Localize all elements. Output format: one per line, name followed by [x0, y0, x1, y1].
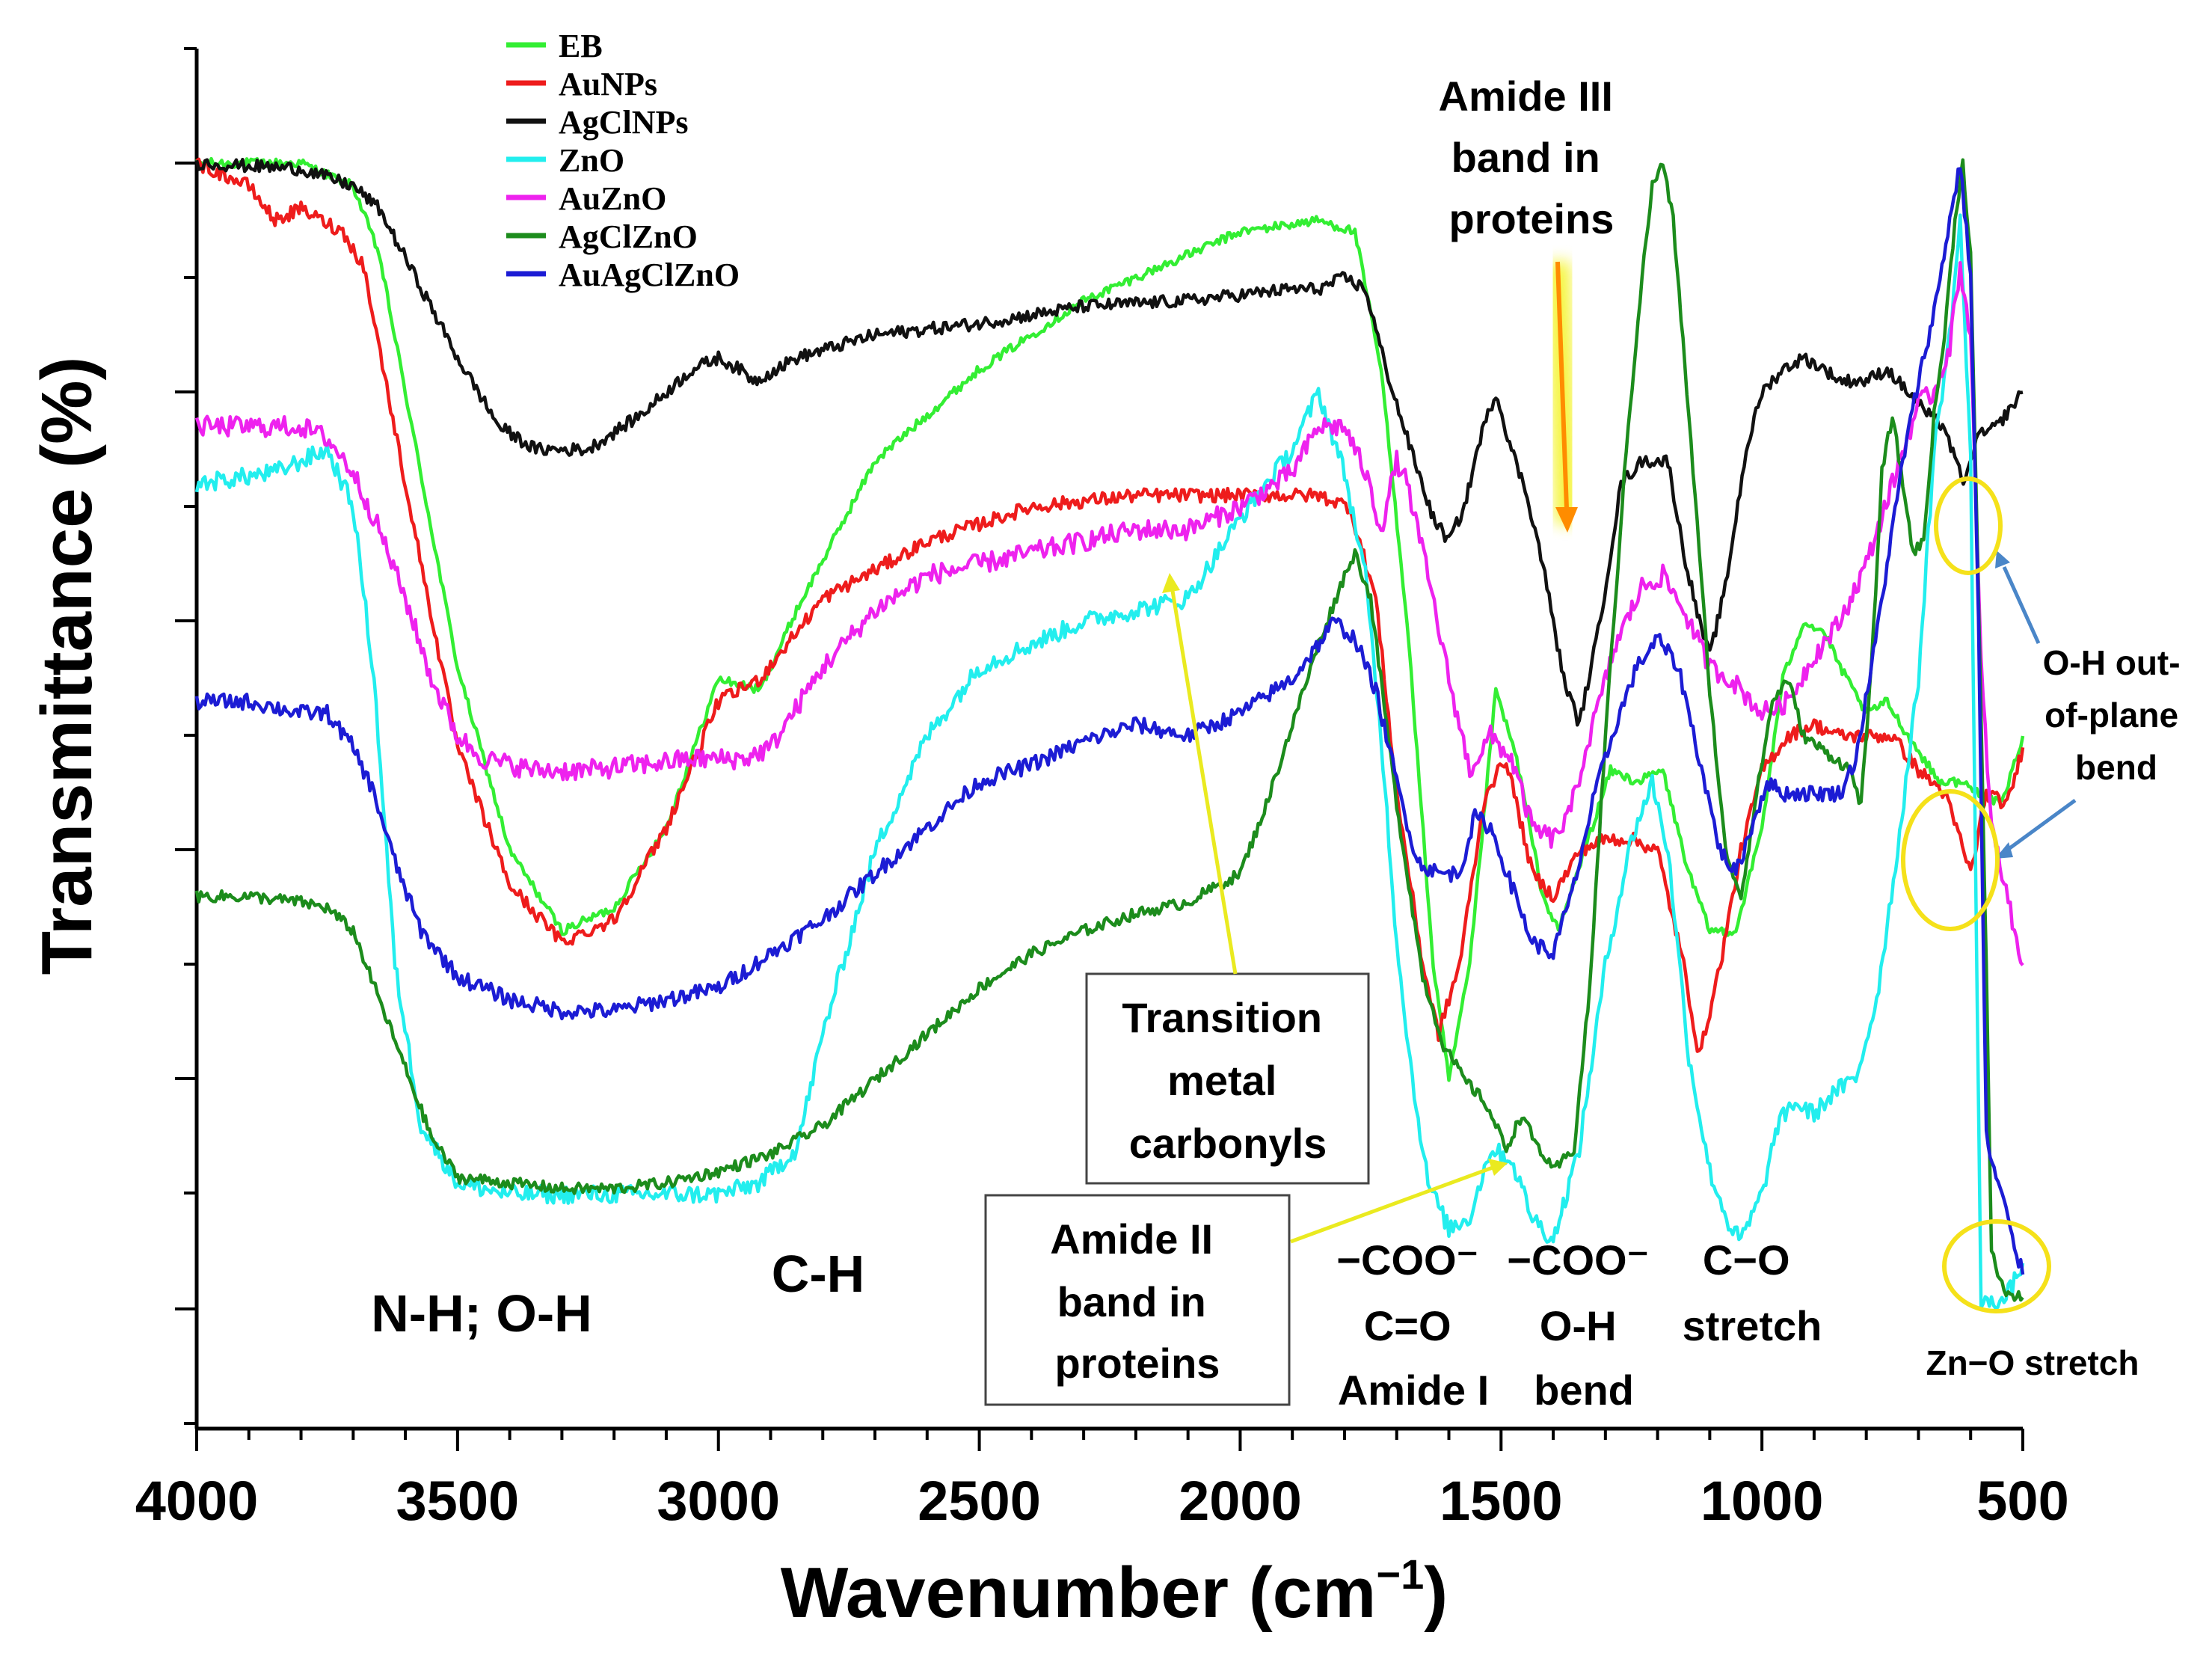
amide-ii-arrowhead — [1488, 1159, 1508, 1176]
label-ch: C-H — [772, 1245, 864, 1303]
label-zno-stretch: Zn−O stretch — [1926, 1343, 2139, 1382]
x-tick-label: 500 — [1976, 1470, 2068, 1532]
series-line-agclzno — [194, 158, 2024, 1302]
legend-label-auzno: AuZnO — [559, 180, 666, 217]
highlight-circle-zno — [1942, 1219, 2051, 1313]
amide-ii-arrow — [1290, 1165, 1493, 1244]
series-layer — [194, 156, 2025, 1310]
legend-label-zno: ZnO — [559, 142, 624, 179]
x-tick-label: 1500 — [1440, 1470, 1563, 1532]
amide-iii-arrowhead — [1555, 507, 1578, 533]
label-co-stretch: C−O stretch — [1683, 1236, 1822, 1349]
legend-label-auagclzno: AuAgClZnO — [559, 257, 740, 293]
oh-oop-arrowhead-bottom — [1995, 842, 2013, 859]
x-tick-label: 2500 — [918, 1470, 1041, 1532]
x-axis-title-main: Wavenumber (cm — [781, 1553, 1377, 1633]
label-coo-oh-bend: −COO⁻ O-H bend — [1507, 1236, 1660, 1414]
x-tick-label: 4000 — [135, 1470, 259, 1532]
x-tick-label: 2000 — [1179, 1470, 1302, 1532]
x-axis-title-close: ) — [1424, 1553, 1448, 1633]
series-line-aunps — [195, 157, 2025, 1053]
oh-oop-arrow-bottom — [2004, 798, 2077, 853]
legend-label-aunps: AuNPs — [559, 66, 657, 102]
x-axis-ticks: 4000 3500 3000 2500 2000 1500 1000 500 — [135, 1429, 2069, 1532]
label-amide-iii: Amide III band in proteins — [1439, 73, 1625, 242]
legend-label-agclnps: AgClNPs — [559, 104, 689, 141]
annotation-box-amide-ii — [984, 1194, 1291, 1406]
series-line-auzno — [194, 261, 2024, 966]
label-tmc: Transition metal carbonyls — [1122, 994, 1333, 1167]
label-amide-ii: Amide II band in proteins — [1050, 1215, 1224, 1387]
y-axis-ticks — [175, 47, 197, 1425]
annotation-box-tmc — [1085, 972, 1370, 1185]
legend-label-agclzno: AgClZnO — [559, 218, 698, 255]
series-line-eb — [195, 156, 2025, 1082]
x-tick-label: 3500 — [396, 1470, 520, 1532]
series-line-agclnps — [194, 157, 2024, 727]
label-oh-out-of-plane: O-H out- of-plane bend — [2043, 643, 2190, 787]
legend-label-eb: EB — [559, 28, 603, 64]
tmc-arrowhead — [1162, 573, 1180, 593]
series-line-zno — [194, 213, 2025, 1310]
x-axis-title: Wavenumber (cm−1) — [781, 1551, 1448, 1633]
y-axis-title: Transmittance (%) — [27, 357, 107, 975]
oh-oop-arrowhead-top — [1995, 551, 2010, 568]
x-tick-label: 3000 — [657, 1470, 780, 1532]
oh-oop-arrow-top — [2002, 565, 2041, 645]
amide-iii-arrow — [1555, 261, 1569, 509]
tmc-arrow — [1170, 590, 1238, 975]
series-line-auagclzno — [194, 167, 2025, 1275]
x-tick-label: 1000 — [1701, 1470, 1824, 1532]
highlight-circle-oh-bottom — [1901, 789, 2000, 931]
x-axis-title-sup: −1 — [1376, 1551, 1424, 1598]
highlight-circle-oh-top — [1934, 476, 2003, 575]
label-coo-amide-i: −COO⁻ C=O Amide I — [1336, 1236, 1490, 1414]
label-nh-oh: N-H; O-H — [371, 1284, 592, 1343]
